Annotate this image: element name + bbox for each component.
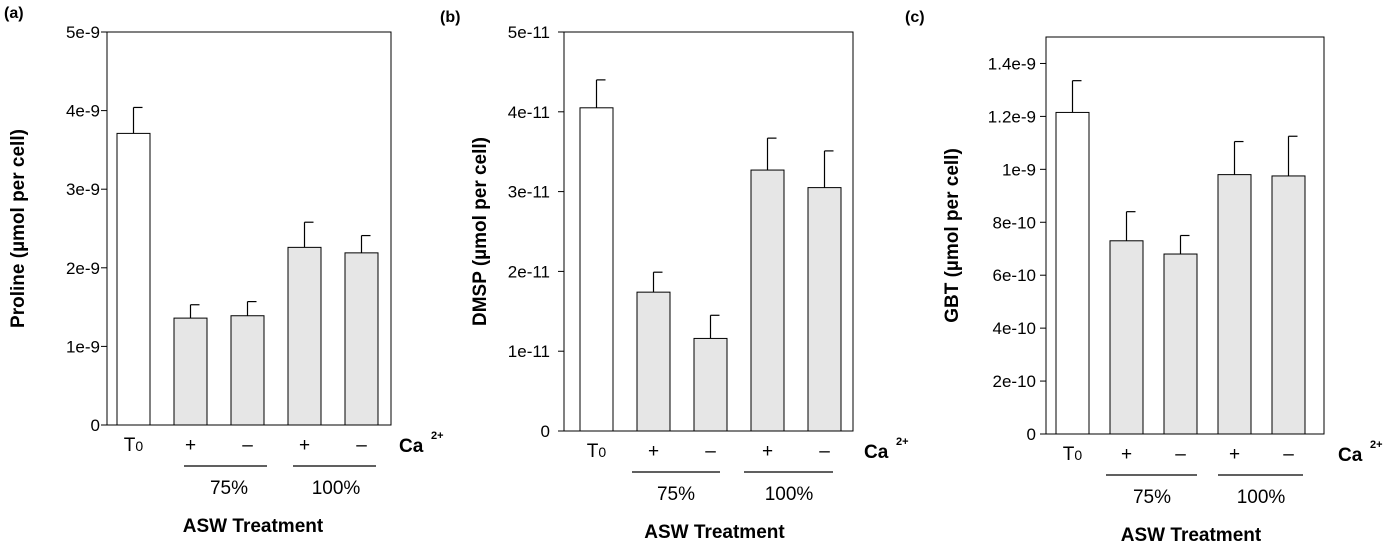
panel-letter: (b) (440, 9, 460, 26)
y-tick-label: 2e-10 (993, 372, 1036, 391)
bar (637, 292, 670, 431)
group-label-100: 100% (765, 484, 814, 505)
panel-a: (a) 0 1e-9 2e-9 3e-9 4e-9 5e-9 T0 + – + – 75% 100% Ca 2… (4, 5, 444, 537)
category-label: – (1283, 444, 1294, 465)
category-label: + (299, 435, 310, 456)
group-label-100: 100% (1237, 487, 1286, 508)
y-axis-title: DMSP (µmol per cell) (470, 137, 491, 326)
panel-letter: (a) (4, 5, 24, 22)
bar (174, 318, 207, 425)
bar (117, 133, 150, 425)
bar (231, 316, 264, 425)
category-label: + (762, 441, 773, 462)
y-tick-label: 4e-10 (993, 319, 1036, 338)
ion-label: Ca (864, 442, 889, 463)
bar (1272, 176, 1305, 434)
bar (345, 253, 378, 425)
x-axis-title: ASW Treatment (1121, 525, 1262, 542)
y-tick-label: 0 (541, 422, 550, 441)
y-tick-label: 5e-9 (66, 23, 100, 42)
bar (288, 247, 321, 425)
bar (580, 108, 613, 431)
y-tick-label: 4e-11 (508, 103, 550, 122)
panel-b: (b) 0 1e-11 2e-11 3e-11 4e-11 5e-11 T0 + – + – 75% 10… (440, 9, 909, 542)
y-tick-label: 1.4e-9 (988, 54, 1036, 73)
y-tick-label: 3e-11 (508, 183, 550, 202)
y-tick-label: 2e-11 (508, 262, 550, 281)
group-label-75: 75% (210, 478, 248, 499)
ion-label: Ca (399, 436, 424, 457)
category-label: – (819, 441, 830, 462)
panel-c: (c) 0 2e-10 4e-10 6e-10 8e-10 1e-9 1.2e-9 1.4e-9… (905, 9, 1383, 542)
y-tick-label: 1e-11 (508, 342, 550, 361)
y-tick-label: 4e-9 (66, 102, 100, 121)
y-tick-label: 3e-9 (66, 180, 100, 199)
category-label: + (185, 435, 196, 456)
bar (1164, 254, 1197, 434)
y-tick-label: 6e-10 (993, 266, 1036, 285)
y-axis-title: GBT (µmol per cell) (942, 148, 963, 323)
y-tick-label: 5e-11 (508, 23, 550, 42)
y-tick-label: 1e-9 (66, 337, 100, 356)
category-label: + (648, 441, 659, 462)
ion-label: Ca (1338, 445, 1363, 466)
y-axis-title: Proline (µmol per cell) (8, 129, 29, 328)
y-tick-label: 1.2e-9 (988, 107, 1036, 126)
ion-superscript: 2+ (431, 430, 444, 442)
x-axis-title: ASW Treatment (644, 522, 785, 542)
category-label: – (242, 435, 253, 456)
ion-superscript: 2+ (1370, 439, 1383, 451)
panel-letter: (c) (905, 9, 925, 26)
y-tick-label: 0 (1027, 425, 1036, 444)
group-label-75: 75% (1133, 487, 1171, 508)
category-label: – (705, 441, 716, 462)
category-label: + (1229, 444, 1240, 465)
category-label: – (1175, 444, 1186, 465)
ion-superscript: 2+ (896, 436, 909, 448)
x-axis-title: ASW Treatment (183, 516, 324, 537)
y-tick-label: 0 (91, 416, 100, 435)
category-label: – (356, 435, 367, 456)
bar (751, 170, 784, 431)
group-label-75: 75% (657, 484, 695, 505)
category-label: + (1121, 444, 1132, 465)
y-tick-label: 1e-9 (1002, 160, 1036, 179)
bar (694, 338, 727, 431)
bar (808, 188, 841, 431)
y-tick-label: 2e-9 (66, 259, 100, 278)
bar (1110, 241, 1143, 434)
y-tick-label: 8e-10 (993, 213, 1036, 232)
group-label-100: 100% (312, 478, 361, 499)
category-label: T0 (124, 435, 144, 456)
bar (1218, 175, 1251, 434)
bar (1056, 112, 1089, 434)
category-label: T0 (587, 441, 607, 462)
category-label: T0 (1063, 444, 1083, 465)
